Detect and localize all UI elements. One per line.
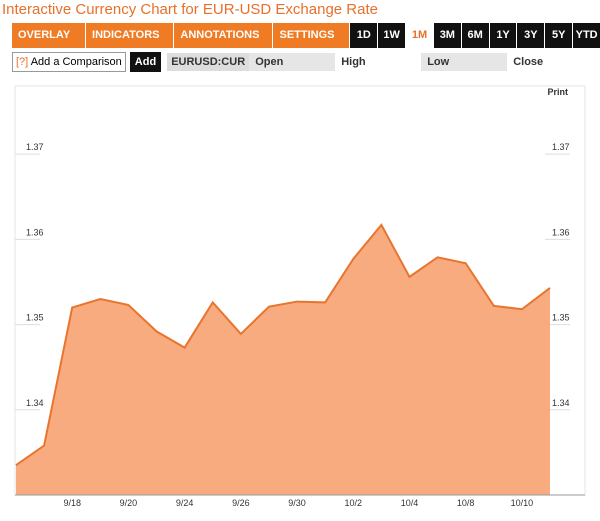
x-tick-label: 10/10	[511, 498, 534, 508]
print-link[interactable]: Print	[547, 87, 568, 97]
y-tick-label: 1.34	[552, 398, 570, 408]
comparison-input[interactable]: [?] Add a Comparison	[12, 52, 126, 72]
quote-fields: Open High Low Close	[249, 53, 593, 71]
menu-button[interactable]: INDICATORS ▼	[86, 23, 174, 66]
quote-field: Close	[513, 56, 544, 68]
x-tick-label: 9/18	[63, 498, 81, 508]
range-button[interactable]: 3Y	[517, 23, 545, 48]
y-tick-label: 1.35	[26, 313, 44, 323]
x-tick-label: 9/26	[232, 498, 250, 508]
range-button[interactable]: 1D	[350, 23, 378, 48]
line	[15, 223, 551, 466]
y-tick-label: 1.37	[552, 142, 570, 152]
help-icon[interactable]: [?]	[16, 56, 29, 68]
x-tick-label: 10/2	[344, 498, 362, 508]
menu-button[interactable]: ANNOTATIONS ▼	[174, 23, 273, 66]
toolbar: OVERLAY ▼INDICATORS ▼ANNOTATIONS ▼SETTIN…	[12, 23, 600, 66]
range-button[interactable]: 5Y	[545, 23, 573, 48]
x-tick-label: 10/8	[457, 498, 475, 508]
x-tick-label: 9/30	[288, 498, 306, 508]
chart: Print 1.34 1.34 1.35 1.35 1.36 1.36 1.37 1.37 9/…	[14, 85, 586, 508]
y-tick-label: 1.34	[26, 398, 44, 408]
x-tick-label: 10/4	[401, 498, 419, 508]
range-button[interactable]: 1M	[406, 23, 433, 48]
range-button[interactable]: 1W	[378, 23, 406, 48]
x-tick-label: 9/20	[120, 498, 138, 508]
y-tick-label: 1.37	[26, 142, 44, 152]
y-tick-label: 1.36	[26, 227, 44, 237]
range-button[interactable]: 1Y	[489, 23, 517, 48]
symbol: EURUSD:CUR	[167, 53, 250, 71]
range-button[interactable]: 3M	[433, 23, 461, 48]
page-title: Interactive Currency Chart for EUR-USD E…	[2, 1, 378, 18]
menu-button[interactable]: SETTINGS ▼	[273, 23, 350, 66]
quote-field: Low	[421, 53, 508, 71]
comparison-row: [?] Add a Comparison Add EURUSD:CUR Open…	[12, 52, 593, 72]
plot: 1.34 1.34 1.35 1.35 1.36 1.36 1.37 1.37 9/18 9/20…	[15, 142, 585, 508]
area	[16, 224, 550, 495]
add-button[interactable]: Add	[129, 52, 162, 72]
x-tick-label: 9/24	[176, 498, 194, 508]
y-tick-label: 1.36	[552, 227, 570, 237]
y-tick-label: 1.35	[552, 313, 570, 323]
range-button[interactable]: YTD	[573, 23, 600, 48]
quote-field: Open	[249, 53, 336, 71]
menu-button[interactable]: OVERLAY ▼	[12, 23, 86, 66]
quote-field: High	[341, 56, 366, 68]
comparison-label: Add a Comparison	[30, 56, 122, 68]
range-button[interactable]: 6M	[461, 23, 489, 48]
